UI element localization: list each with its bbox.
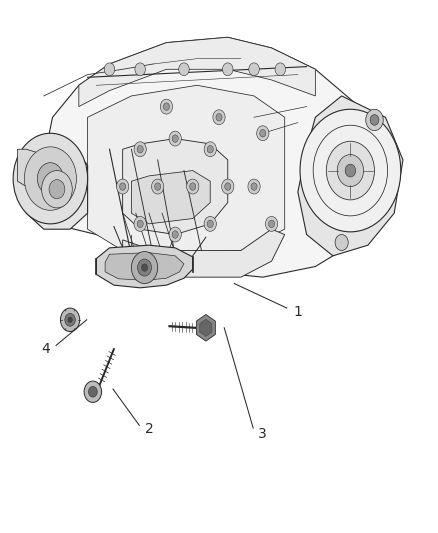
Circle shape — [138, 259, 152, 276]
Circle shape — [84, 381, 102, 402]
Circle shape — [163, 103, 170, 110]
Circle shape — [134, 216, 146, 231]
Circle shape — [65, 313, 75, 326]
Circle shape — [190, 183, 196, 190]
Circle shape — [251, 183, 257, 190]
Polygon shape — [123, 139, 228, 235]
Circle shape — [337, 155, 364, 187]
Circle shape — [248, 179, 260, 194]
Circle shape — [88, 386, 97, 397]
Circle shape — [345, 164, 356, 177]
Text: 1: 1 — [293, 305, 302, 319]
Circle shape — [300, 109, 401, 232]
Polygon shape — [298, 96, 403, 256]
Circle shape — [37, 163, 64, 195]
Circle shape — [260, 130, 266, 137]
Polygon shape — [196, 314, 215, 341]
Circle shape — [179, 63, 189, 76]
Circle shape — [25, 147, 77, 211]
Circle shape — [137, 220, 143, 228]
Polygon shape — [26, 139, 88, 229]
Circle shape — [275, 63, 286, 76]
Circle shape — [13, 133, 88, 224]
Circle shape — [172, 135, 178, 142]
Polygon shape — [200, 319, 212, 336]
Circle shape — [213, 110, 225, 125]
Circle shape — [134, 142, 146, 157]
Circle shape — [204, 142, 216, 157]
Circle shape — [366, 109, 383, 131]
Polygon shape — [105, 253, 184, 280]
Circle shape — [257, 126, 269, 141]
Text: 2: 2 — [145, 422, 153, 436]
Polygon shape — [35, 37, 385, 277]
Circle shape — [117, 179, 129, 194]
Circle shape — [104, 63, 115, 76]
Circle shape — [169, 227, 181, 242]
Circle shape — [268, 220, 275, 228]
Circle shape — [370, 115, 379, 125]
Circle shape — [204, 216, 216, 231]
Circle shape — [265, 216, 278, 231]
Circle shape — [135, 63, 145, 76]
Circle shape — [141, 264, 148, 271]
Circle shape — [120, 183, 126, 190]
Circle shape — [49, 180, 65, 199]
Circle shape — [131, 252, 158, 284]
Text: 3: 3 — [258, 427, 267, 441]
Circle shape — [155, 183, 161, 190]
Circle shape — [225, 183, 231, 190]
Circle shape — [42, 171, 72, 208]
Circle shape — [326, 141, 374, 200]
Circle shape — [60, 308, 80, 332]
Polygon shape — [123, 229, 285, 277]
Circle shape — [207, 146, 213, 153]
Circle shape — [187, 179, 199, 194]
Polygon shape — [96, 245, 193, 288]
Circle shape — [335, 235, 348, 251]
Circle shape — [152, 179, 164, 194]
Circle shape — [216, 114, 222, 121]
Polygon shape — [88, 85, 285, 256]
Polygon shape — [131, 171, 210, 224]
Circle shape — [160, 99, 173, 114]
Circle shape — [137, 146, 143, 153]
Circle shape — [68, 317, 72, 322]
Polygon shape — [18, 149, 53, 187]
Polygon shape — [79, 37, 315, 107]
Circle shape — [223, 63, 233, 76]
Text: 4: 4 — [42, 342, 50, 356]
Circle shape — [222, 179, 234, 194]
Circle shape — [169, 131, 181, 146]
Circle shape — [207, 220, 213, 228]
Circle shape — [249, 63, 259, 76]
Circle shape — [172, 231, 178, 238]
